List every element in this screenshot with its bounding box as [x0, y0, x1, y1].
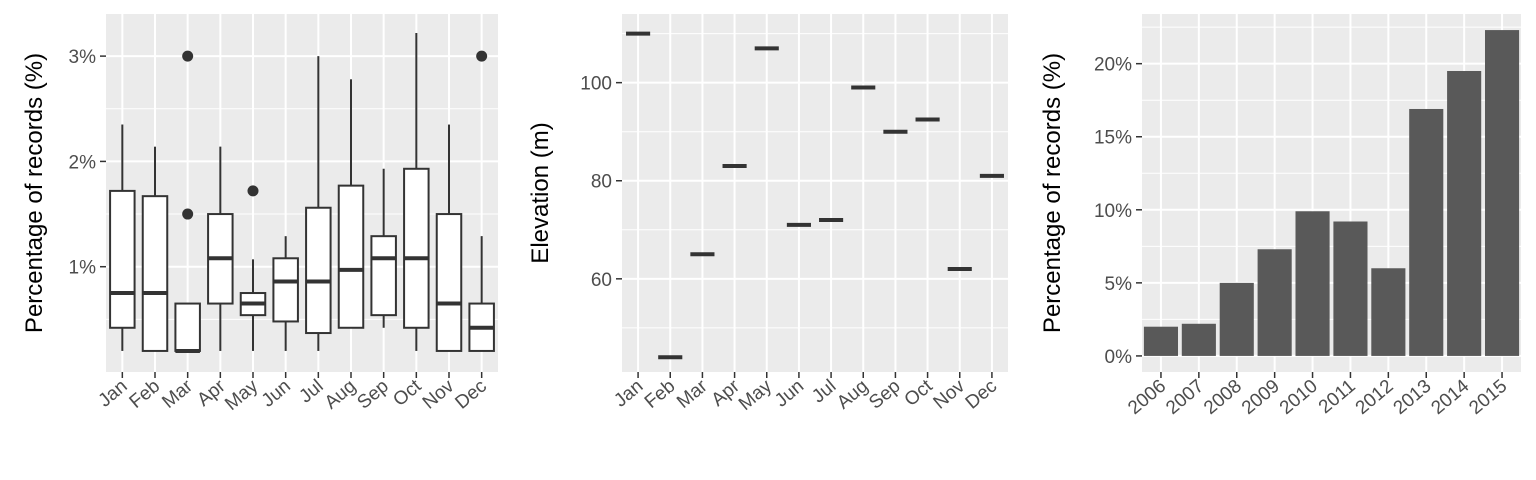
- x-tick-label: Feb: [641, 376, 680, 413]
- x-tick-label: 2010: [1276, 376, 1322, 419]
- x-tick-label: Jun: [771, 376, 808, 412]
- box-may: [239, 185, 267, 351]
- x-tick-label: Aug: [833, 376, 872, 414]
- box-jan: [109, 124, 136, 351]
- y-tick-label: 3%: [69, 47, 97, 68]
- box-body: [174, 302, 201, 352]
- box-aug: [337, 79, 365, 329]
- x-tick-label: Dec: [962, 376, 1001, 414]
- x-tick-label: Sep: [353, 376, 392, 414]
- x-tick-label: Apr: [193, 375, 230, 411]
- outlier-point: [476, 50, 488, 62]
- y-tick-label: 15%: [1094, 128, 1132, 149]
- x-tick-label: 2006: [1124, 376, 1170, 419]
- x-tick-label: Dec: [451, 376, 490, 414]
- x-tick-label: Jul: [295, 376, 327, 408]
- box-apr: [207, 146, 234, 351]
- y-tick-label: 1%: [69, 258, 97, 279]
- box-body: [305, 206, 332, 335]
- bar-2009: [1257, 249, 1292, 356]
- box-oct: [403, 32, 430, 351]
- bar-2014: [1447, 70, 1482, 356]
- box-nov: [435, 124, 463, 352]
- box-mar: [174, 50, 201, 353]
- x-tick-label: Nov: [930, 375, 970, 413]
- box-body: [337, 184, 365, 329]
- y-tick-label: 0%: [1105, 347, 1133, 368]
- box-dec: [468, 50, 495, 352]
- y-tick-label: 5%: [1105, 274, 1133, 295]
- bar-2011: [1333, 221, 1368, 356]
- x-tick-label: 2009: [1238, 376, 1284, 419]
- x-tick-label: Mar: [158, 375, 197, 413]
- bar-2012: [1371, 268, 1406, 356]
- box-body: [435, 213, 463, 352]
- x-tick-label: 2015: [1465, 376, 1511, 419]
- x-tick-label: Oct: [901, 375, 938, 411]
- y-tick-label: 2%: [69, 152, 97, 173]
- bar-2008: [1219, 282, 1254, 356]
- box-body: [272, 257, 299, 323]
- x-tick-label: 2012: [1352, 376, 1398, 419]
- box-body: [403, 167, 430, 329]
- x-tick-label: Jun: [258, 376, 295, 412]
- x-tick-label: 2013: [1390, 376, 1436, 419]
- x-tick-label: Oct: [389, 375, 426, 411]
- box-feb: [141, 146, 169, 352]
- x-tick-label: Jan: [610, 376, 647, 412]
- y-tick-label: 60: [591, 270, 612, 291]
- box-jun: [272, 236, 299, 351]
- bar-2015: [1484, 30, 1520, 356]
- x-tick-label: May: [221, 375, 262, 414]
- outlier-point: [182, 208, 194, 220]
- y-tick-label: 100: [580, 74, 612, 95]
- y-axis-title: Percentage of records (%): [1039, 53, 1066, 333]
- x-tick-label: Nov: [419, 375, 459, 413]
- y-tick-label: 20%: [1094, 55, 1132, 76]
- x-tick-label: Sep: [865, 376, 904, 414]
- box-sep: [370, 168, 397, 328]
- x-tick-label: Mar: [673, 375, 712, 413]
- bar-2007: [1181, 323, 1216, 356]
- outlier-point: [182, 50, 194, 62]
- plot-panel-background: [106, 14, 498, 372]
- outlier-point: [247, 185, 259, 197]
- y-tick-label: 80: [591, 172, 612, 193]
- bar-2013: [1409, 108, 1444, 356]
- x-tick-label: 2007: [1162, 376, 1208, 419]
- x-tick-label: Jan: [95, 376, 132, 412]
- x-tick-label: Aug: [321, 376, 360, 414]
- x-tick-label: 2011: [1315, 376, 1360, 418]
- y-tick-label: 10%: [1094, 201, 1132, 222]
- box-body: [370, 235, 397, 317]
- x-tick-label: Apr: [708, 375, 745, 411]
- x-tick-label: 2008: [1200, 376, 1246, 419]
- y-axis-title: Percentage of records (%): [21, 53, 48, 333]
- x-tick-label: Feb: [126, 376, 165, 413]
- y-axis-title: Elevation (m): [527, 122, 554, 263]
- box-jul: [305, 56, 332, 351]
- x-tick-label: Jul: [808, 376, 840, 408]
- bar-2006: [1143, 326, 1179, 356]
- plot-panel-background: [622, 14, 1008, 372]
- chart-panel-3: 0%5%10%15%20%200620072008200920102011201…: [1039, 14, 1521, 419]
- x-tick-label: 2014: [1427, 375, 1473, 419]
- bar-2010: [1295, 211, 1330, 356]
- box-body: [109, 189, 136, 329]
- box-body: [141, 195, 169, 352]
